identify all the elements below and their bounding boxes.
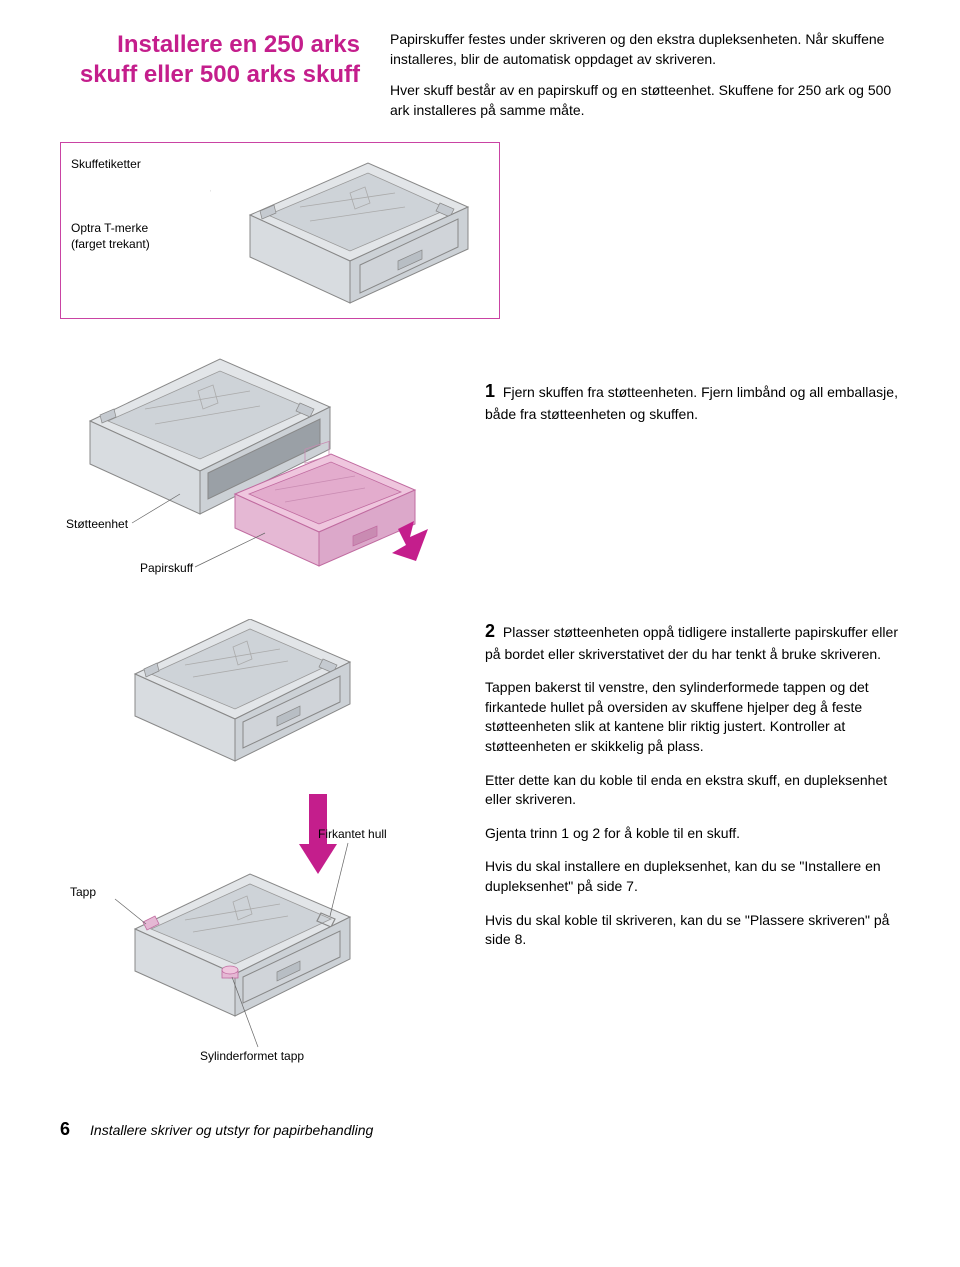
- footer-chapter-title: Installere skriver og utstyr for papirbe…: [90, 1122, 373, 1138]
- label-sylinderformet-tapp: Sylinderformet tapp: [200, 1049, 304, 1063]
- step-2-p1: 2 Plasser støtteenheten oppå tidligere i…: [485, 619, 900, 664]
- step-1-text: 1 Fjern skuffen fra støtteenheten. Fjern…: [485, 379, 900, 424]
- step-1-number: 1: [485, 381, 495, 401]
- step-2-number: 2: [485, 621, 495, 641]
- diagram-box-1: Skuffetiketter Optra T-merke (farget tre…: [60, 142, 500, 319]
- label-firkantet-hull: Firkantet hull: [318, 827, 387, 841]
- intro-paragraph-1: Papirskuffer festes under skriveren og d…: [390, 30, 900, 69]
- intro-paragraph-2: Hver skuff består av en papirskuff og en…: [390, 81, 900, 120]
- step-2-p4: Gjenta trinn 1 og 2 for å koble til en s…: [485, 824, 900, 844]
- label-tapp: Tapp: [70, 885, 96, 899]
- page-footer: 6 Installere skriver og utstyr for papir…: [60, 1119, 900, 1140]
- step-2-p3: Etter dette kan du koble til enda en eks…: [485, 771, 900, 810]
- drawer-unit-illustration-1: [210, 153, 480, 308]
- label-papirskuff: Papirskuff: [140, 561, 193, 575]
- step-2-p6: Hvis du skal koble til skriveren, kan du…: [485, 911, 900, 950]
- step-2-p5: Hvis du skal installere en dupleksenhet,…: [485, 857, 900, 896]
- stacked-units-illustration: [60, 619, 460, 1079]
- step-2-p2: Tappen bakerst til venstre, den sylinder…: [485, 678, 900, 756]
- label-stotteenhet: Støtteenhet: [66, 517, 128, 531]
- label-optra-t-merke: Optra T-merke (farget trekant): [71, 221, 181, 252]
- drawer-pull-illustration: [60, 339, 460, 599]
- label-skuffetiketter: Skuffetiketter: [71, 157, 181, 173]
- page-title: Installere en 250 arks skuff eller 500 a…: [60, 30, 360, 90]
- page-number: 6: [60, 1119, 70, 1140]
